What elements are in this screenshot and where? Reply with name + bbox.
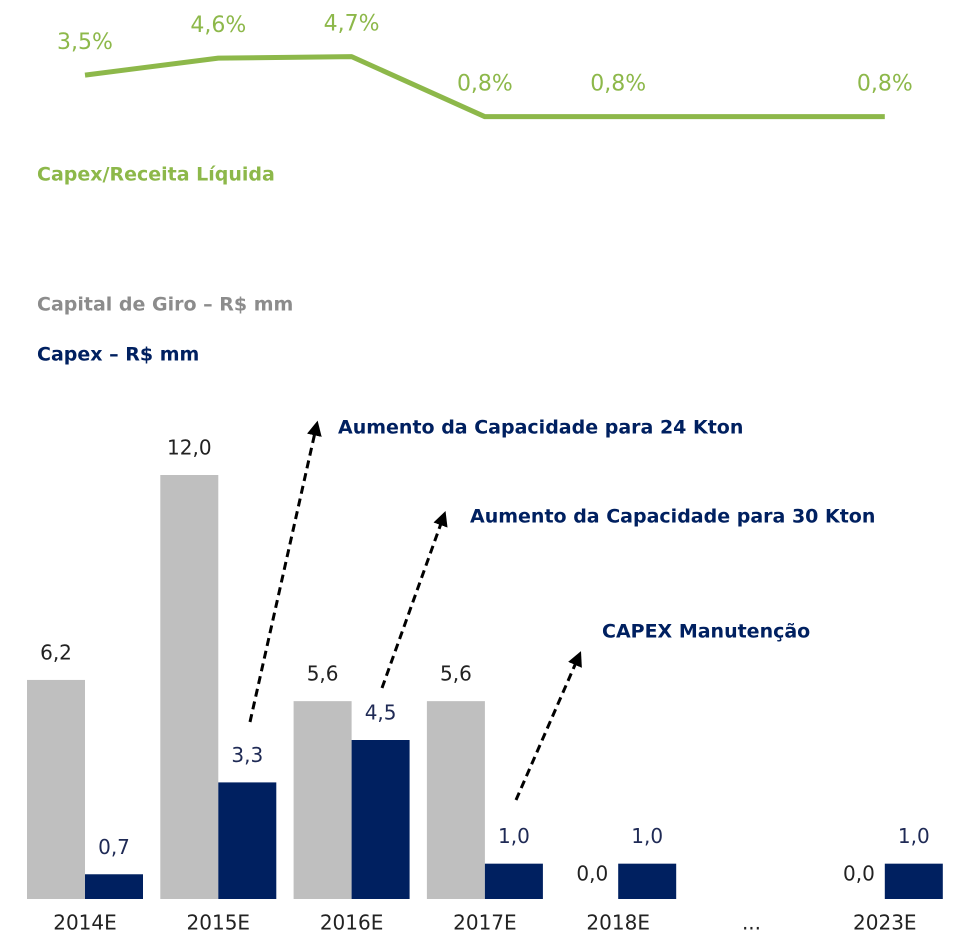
bar xyxy=(484,863,543,899)
data-label: 0,0 xyxy=(843,862,875,886)
annotation: Aumento da Capacidade para 24 Kton xyxy=(338,417,743,439)
bar xyxy=(618,863,677,899)
data-label: 0,7 xyxy=(98,835,130,859)
data-label: 4,6% xyxy=(190,13,246,38)
bar xyxy=(293,701,352,899)
bar xyxy=(351,740,410,899)
data-label: 0,8% xyxy=(590,72,646,97)
arrow xyxy=(514,651,582,801)
data-label: 3,5% xyxy=(57,30,113,55)
annotation: CAPEX Manutenção xyxy=(602,621,810,643)
data-label: 0,8% xyxy=(857,72,913,97)
x-tick-label: 2017E xyxy=(453,911,517,935)
data-label: 1,0 xyxy=(898,824,930,848)
data-label: 0,0 xyxy=(576,862,608,886)
x-tick-label: 2018E xyxy=(586,911,650,935)
data-label: 3,3 xyxy=(231,743,263,767)
x-tick-label: 2015E xyxy=(187,911,251,935)
data-label: 5,6 xyxy=(307,662,339,686)
x-tick-label: 2014E xyxy=(53,911,117,935)
bar xyxy=(85,874,143,899)
legend-entry: Capital de Giro – R$ mm xyxy=(37,294,293,316)
bar xyxy=(160,475,219,899)
line-title: Capex/Receita Líquida xyxy=(37,164,275,186)
x-tick-label: 2023E xyxy=(853,911,917,935)
bar xyxy=(884,863,943,899)
data-label: 4,7% xyxy=(324,12,380,37)
data-label: 0,8% xyxy=(457,72,513,97)
bar xyxy=(218,782,277,899)
data-label: 5,6 xyxy=(440,662,472,686)
bar xyxy=(27,679,85,899)
annotation: Aumento da Capacidade para 30 Kton xyxy=(470,506,875,528)
bar xyxy=(426,701,485,899)
data-label: 6,2 xyxy=(40,640,72,664)
x-tick-label: ... xyxy=(742,911,761,935)
line xyxy=(84,54,885,120)
data-label: 1,0 xyxy=(498,824,530,848)
data-label: 1,0 xyxy=(631,824,663,848)
legend-entry: Capex – R$ mm xyxy=(37,344,199,366)
data-label: 4,5 xyxy=(365,701,397,725)
data-label: 12,0 xyxy=(167,436,212,460)
x-tick-label: 2016E xyxy=(320,911,384,935)
arrow xyxy=(248,420,322,723)
arrow xyxy=(380,510,448,689)
